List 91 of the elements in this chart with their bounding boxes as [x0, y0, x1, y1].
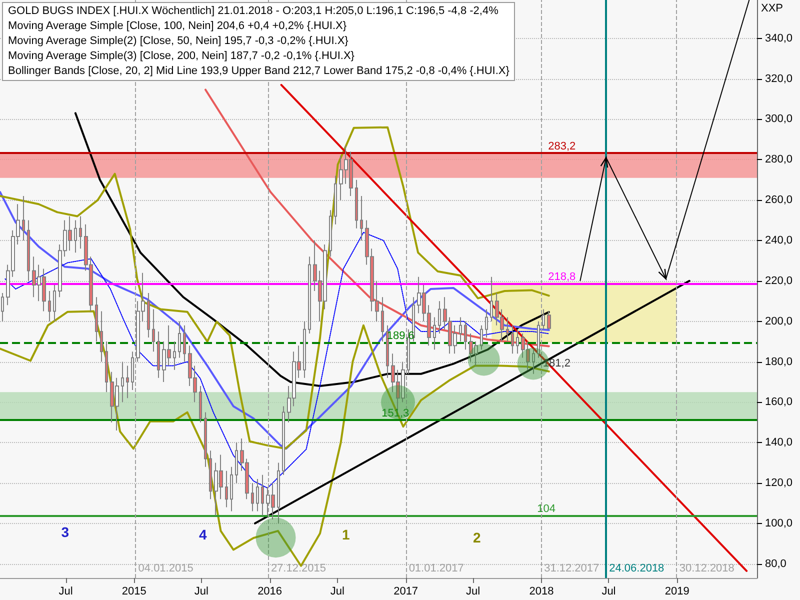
candlestick — [459, 316, 462, 342]
annotation: 283,2 — [548, 140, 576, 153]
candlestick — [360, 196, 363, 241]
candlestick — [152, 308, 155, 352]
ref-line-label: 24.06.2018 — [609, 562, 664, 574]
candlestick — [53, 284, 56, 322]
candlestick — [256, 478, 259, 512]
candlestick — [277, 462, 280, 524]
candlestick — [485, 308, 488, 338]
x-tick-label: 2018 — [529, 586, 554, 598]
candlestick — [173, 341, 176, 370]
y-tick-label: 80,0 — [765, 558, 786, 570]
candlestick — [308, 256, 311, 334]
candlestick — [131, 351, 134, 391]
candlestick — [261, 474, 264, 516]
candlestick — [79, 216, 82, 250]
x-tick-label: 2016 — [258, 586, 282, 598]
ref-line-label: 30.12.2018 — [679, 562, 734, 574]
candlestick — [100, 310, 103, 362]
y-tick-label: 140,0 — [765, 436, 793, 449]
ref-line-label: 04.01.2015 — [138, 562, 194, 574]
y-tick-label: 160,0 — [765, 396, 793, 408]
candlestick — [547, 310, 551, 330]
candlestick — [412, 296, 415, 342]
annotation: 189,6 — [386, 330, 414, 342]
candlestick — [355, 179, 358, 229]
ref-line-label: 01.01.2017 — [408, 562, 464, 574]
x-tick-label: 2015 — [122, 586, 146, 598]
candlestick — [334, 175, 337, 225]
y-tick-label: 180,0 — [765, 356, 793, 368]
y-tick-label: 340,0 — [765, 32, 793, 44]
candlestick — [381, 296, 384, 342]
line-series — [204, 88, 550, 348]
candlestick — [147, 292, 150, 338]
candlestick — [157, 330, 160, 378]
x-tick-label: 2017 — [394, 586, 418, 598]
candlestick — [438, 300, 441, 334]
candlestick — [225, 470, 228, 508]
y-tick-label: 300,0 — [765, 113, 793, 126]
candlestick — [490, 276, 493, 322]
y-tick-label: 120,0 — [765, 477, 793, 490]
candlestick — [230, 466, 233, 512]
text: Moving Average Simple [Close, 100, Nein] 204,6 +0,4 +0,2% {.HUI.X} Moving Average Simple(2) [Close, 50, Nein] 195,7 -0,3 -0,2% {.HUI.X} Moving Average Simple(3) [Close, 200, Nein] 187,7 -0,2 -0,1% {.HUI.X} Bollinger Bands [Close, 20, 2] Mid Line 193,9 Upper Band 212,7 Lower Band 175,2 -0,8 -0,4% {.HUI.X} — [8, 19, 510, 79]
candlestick — [386, 324, 389, 378]
candlestick — [235, 442, 238, 484]
y-tick-label: 240,0 — [765, 234, 793, 246]
candlestick — [303, 320, 306, 378]
candlestick — [105, 341, 108, 393]
ref-line-label: 27.12.2015 — [270, 562, 326, 574]
candlestick — [209, 450, 212, 500]
x-tick-label: Jul — [466, 586, 480, 598]
chart-title: GOLD BUGS INDEX [.HUI.X Wöchentlich] 21.01.2018 - O:203,1 H:205,0 L:196,1 C:196,5 -4,8 -2,4% — [8, 4, 500, 19]
candlestick — [464, 320, 467, 350]
candlestick — [506, 316, 509, 342]
annotation: 3 — [61, 524, 70, 540]
x-tick-label: Jul — [194, 586, 208, 598]
candlestick — [282, 406, 285, 476]
candlestick — [178, 320, 181, 358]
candlestick — [95, 296, 98, 342]
annotation: 218,8 — [548, 270, 576, 283]
y-tick-label: 320,0 — [765, 72, 793, 85]
annotation: 2 — [473, 530, 482, 546]
candlestick — [433, 316, 436, 350]
x-tick-label: 2019 — [664, 586, 690, 598]
y-axis-title: XXP — [761, 2, 784, 14]
candlestick — [511, 324, 514, 354]
annotation: 104 — [537, 502, 556, 515]
annotation: 4 — [198, 526, 207, 543]
y-tick-label: 280,0 — [765, 154, 793, 166]
candlestick — [121, 361, 124, 403]
candlestick — [74, 220, 77, 254]
candlestick — [516, 328, 519, 354]
candlestick — [542, 308, 545, 330]
annotation: 1 — [342, 526, 350, 543]
y-tick-label: 220,0 — [765, 274, 793, 287]
y-tick-label: 100,0 — [765, 517, 793, 530]
x-tick-label: Jul — [602, 586, 616, 598]
y-tick-label: 260,0 — [765, 194, 793, 206]
candlestick — [183, 324, 186, 362]
y-tick-label: 200,0 — [765, 315, 793, 328]
candlestick — [199, 386, 202, 423]
candlestick — [27, 220, 30, 282]
candlestick — [126, 365, 129, 399]
x-tick-label: Jul — [58, 586, 73, 598]
candlestick — [22, 196, 25, 241]
x-tick-label: Jul — [330, 586, 344, 598]
candlestick — [329, 210, 332, 258]
ref-line-label: 31.12.2017 — [544, 562, 600, 574]
candlestick — [48, 290, 51, 322]
candlestick — [251, 482, 254, 512]
candlestick — [204, 412, 207, 468]
